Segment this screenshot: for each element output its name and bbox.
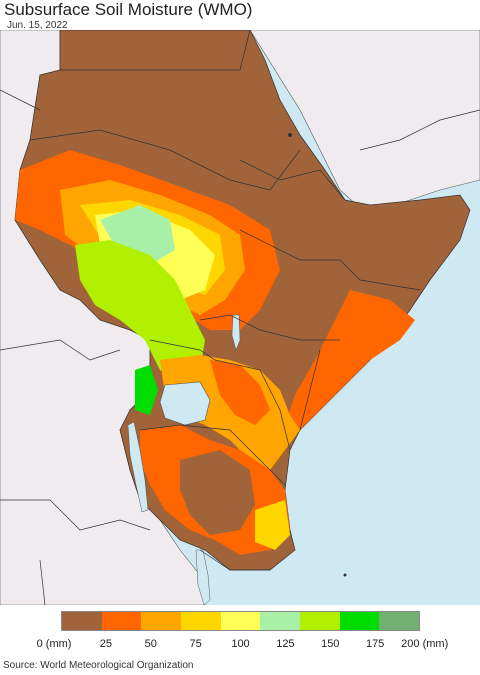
legend-swatch — [220, 612, 261, 630]
country-borders — [0, 30, 480, 605]
moisture-zone-lime — [75, 240, 205, 380]
legend-tick-label: 200 (mm) — [401, 638, 449, 650]
source-credit: Source: World Meteorological Organizatio… — [3, 660, 194, 671]
legend-tick-label: 50 — [144, 638, 157, 650]
legend: 0 (mm) 25 50 75 100 125 150 175 200 (mm) — [0, 608, 480, 656]
legend-tick-label: 150 — [321, 638, 340, 650]
moisture-zone-orange-coast — [285, 290, 415, 430]
legend-color-bar — [61, 611, 420, 631]
legend-tick-label: 100 — [231, 638, 250, 650]
soil-moisture-map — [0, 30, 480, 605]
map-title: Subsurface Soil Moisture (WMO) — [4, 0, 253, 19]
legend-swatch — [141, 612, 182, 630]
legend-swatch — [379, 612, 420, 630]
moisture-zone-coastal-yellow — [255, 500, 290, 550]
lake-tanganyika — [127, 421, 149, 513]
lake-victoria — [159, 381, 211, 426]
legend-swatch — [300, 612, 340, 630]
lake-turkana — [231, 314, 241, 351]
legend-tick-label: 125 — [276, 638, 295, 650]
legend-swatch — [101, 612, 142, 630]
legend-tick-label: 75 — [189, 638, 202, 650]
legend-tick-label: 175 — [365, 638, 385, 650]
legend-swatch — [339, 612, 380, 630]
zanzibar-islet — [343, 573, 347, 577]
legend-swatch — [62, 612, 102, 630]
legend-swatch — [181, 612, 221, 630]
map-date: Jun. 15, 2022 — [7, 20, 68, 31]
map-svg — [0, 30, 480, 605]
moisture-zone-kenya-orange — [210, 360, 270, 425]
dahlak-islands — [288, 133, 292, 137]
legend-swatch — [260, 612, 301, 630]
legend-tick-label: 0 (mm) — [36, 638, 72, 650]
moisture-zone-green — [135, 365, 158, 415]
dry-zone-tanzania — [180, 450, 255, 535]
lake-malawi — [195, 549, 211, 605]
legend-tick-label: 25 — [99, 638, 112, 650]
